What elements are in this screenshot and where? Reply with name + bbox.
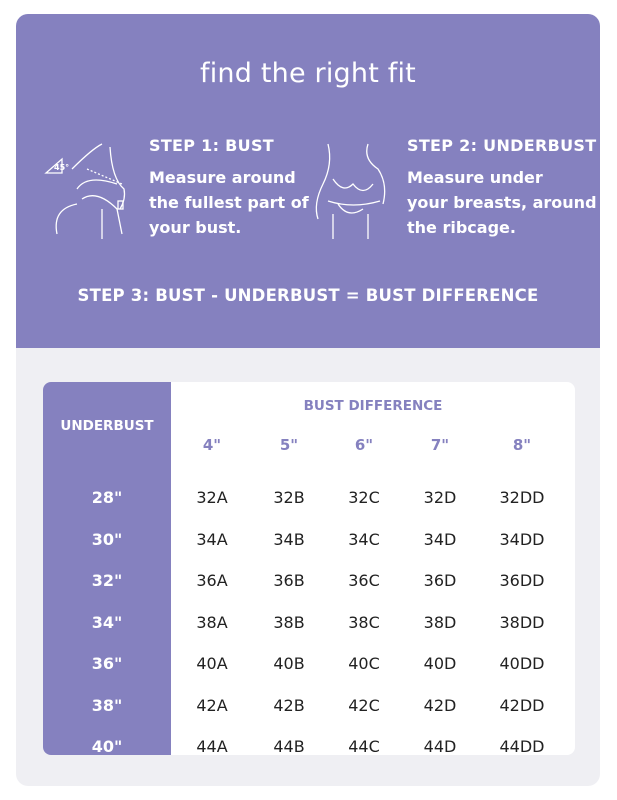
row-label: 30" <box>91 529 123 549</box>
table-cell: 40B <box>273 654 305 673</box>
bust-measure-illustration-icon: 45° <box>44 143 126 239</box>
step-2-line: your breasts, around <box>407 193 597 212</box>
underbust-measure-illustration-icon <box>315 143 386 239</box>
step-2-line: Measure under <box>407 168 543 187</box>
table-cell: 34DD <box>499 529 545 549</box>
table-cell: 42B <box>273 695 305 715</box>
table-cell: 42DD <box>499 695 545 715</box>
row-label: 38" <box>91 695 123 715</box>
step-1-line: Measure around <box>149 168 296 187</box>
row-label: 34" <box>91 612 123 632</box>
size-chart-table: UNDERBUST 28" 30" 32" 34" 36" 38" 40" BUST DIF… <box>43 382 575 755</box>
table-cell: 36C <box>348 571 380 590</box>
table-cell: 32D <box>423 488 457 507</box>
bust-difference-header: BUST DIFFERENCE <box>303 398 443 414</box>
size-guide-card: find the right fit 45° STEP 1: BUST Meas… <box>16 14 600 786</box>
row-label: 28" <box>91 488 123 507</box>
table-cell: 40A <box>196 654 228 673</box>
column-header: 4" <box>202 436 222 454</box>
table-cell: 32A <box>196 488 228 507</box>
row-label: 40" <box>91 737 123 755</box>
table-cell: 36DD <box>499 571 545 590</box>
table-cell: 38B <box>273 612 305 632</box>
table-cell: 36B <box>273 571 305 590</box>
table-cell: 34A <box>196 529 228 549</box>
hero-section: find the right fit 45° STEP 1: BUST Meas… <box>16 14 600 348</box>
table-cell: 44D <box>423 737 457 755</box>
table-cell: 42A <box>196 695 228 715</box>
table-cell: 40D <box>423 654 457 673</box>
column-header: 7" <box>430 436 450 454</box>
table-cell: 32B <box>273 488 305 507</box>
table-cell: 44DD <box>499 737 545 755</box>
table-cell: 44A <box>196 737 228 755</box>
step-2-heading: STEP 2: UNDERBUST <box>407 136 597 155</box>
table-cell: 38DD <box>499 612 545 632</box>
table-cell: 32C <box>348 488 380 507</box>
table-cell: 36D <box>423 571 457 590</box>
underbust-header: UNDERBUST <box>60 418 154 434</box>
step-1-line: your bust. <box>149 218 242 237</box>
table-cell: 40DD <box>499 654 545 673</box>
table-cell: 42D <box>423 695 457 715</box>
step-1: STEP 1: BUST Measure around the fullest p… <box>149 136 309 240</box>
step-1-line: the fullest part of <box>149 193 309 212</box>
table-cell: 42C <box>348 695 380 715</box>
table-cell: 38A <box>196 612 228 632</box>
column-header: 8" <box>512 436 532 454</box>
table-cell: 38C <box>348 612 380 632</box>
table-cell: 32DD <box>499 488 545 507</box>
table-cell: 34D <box>423 529 457 549</box>
table-cell: 38D <box>423 612 457 632</box>
table-cell: 34B <box>273 529 305 549</box>
column-header: 5" <box>279 436 299 454</box>
underbust-column: UNDERBUST 28" 30" 32" 34" 36" 38" 40" <box>43 382 171 755</box>
step-1-heading: STEP 1: BUST <box>149 136 274 155</box>
step-2: STEP 2: UNDERBUST Measure under your brea… <box>407 136 597 240</box>
table-cell: 44C <box>348 737 380 755</box>
step-2-line: the ribcage. <box>407 218 516 237</box>
angle-label: 45° <box>54 163 69 172</box>
row-label: 32" <box>91 571 123 590</box>
row-label: 36" <box>91 654 123 673</box>
column-header: 6" <box>354 436 374 454</box>
table-cell: 36A <box>196 571 228 590</box>
table-cell: 40C <box>348 654 380 673</box>
table-cell: 34C <box>348 529 380 549</box>
step-3-formula: STEP 3: BUST - UNDERBUST = BUST DIFFEREN… <box>77 286 539 305</box>
page-title: find the right fit <box>200 58 416 89</box>
table-cell: 44B <box>273 737 305 755</box>
